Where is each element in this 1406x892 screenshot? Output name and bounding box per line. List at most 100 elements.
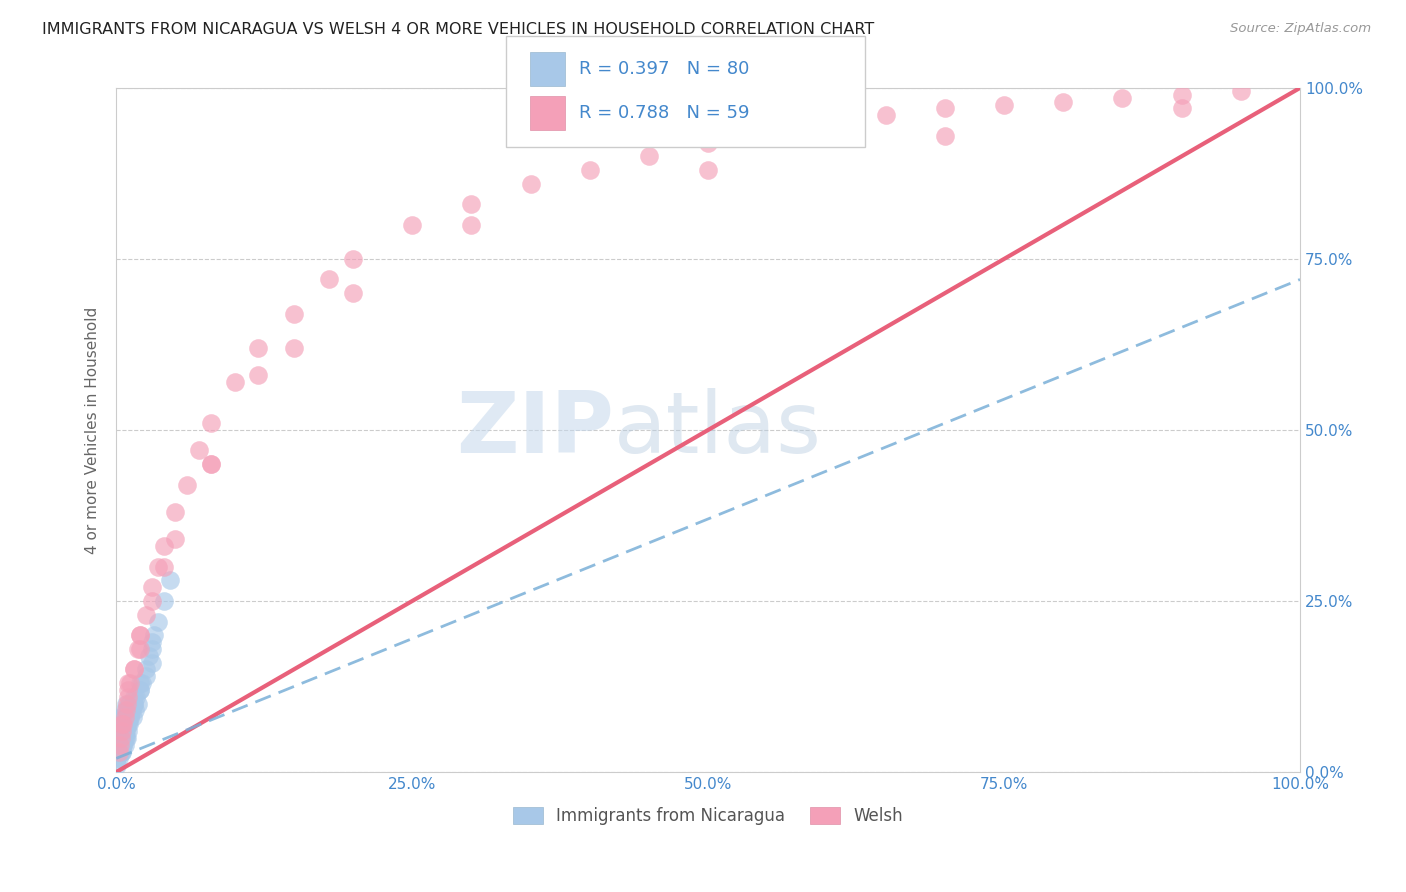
Point	[114, 703, 136, 717]
Point	[114, 724, 136, 739]
Point	[110, 738, 132, 752]
Point	[1170, 87, 1192, 102]
Point	[110, 731, 132, 745]
Point	[135, 669, 157, 683]
Point	[114, 717, 136, 731]
Point	[108, 738, 131, 752]
Point	[146, 615, 169, 629]
Point	[152, 539, 174, 553]
Point	[107, 731, 129, 745]
Point	[318, 272, 340, 286]
Point	[110, 745, 132, 759]
Point	[121, 710, 143, 724]
Point	[117, 724, 139, 739]
Point	[247, 341, 270, 355]
Point	[117, 676, 139, 690]
Text: ZIP: ZIP	[456, 389, 613, 472]
Point	[152, 559, 174, 574]
Point	[111, 738, 134, 752]
Point	[114, 738, 136, 752]
Point	[111, 724, 134, 739]
Point	[117, 717, 139, 731]
Point	[146, 559, 169, 574]
Point	[141, 635, 163, 649]
Point	[112, 738, 135, 752]
Point	[121, 703, 143, 717]
Point	[697, 163, 720, 178]
Point	[122, 662, 145, 676]
Point	[224, 375, 246, 389]
Point	[107, 724, 129, 739]
Point	[112, 710, 135, 724]
Point	[112, 717, 135, 731]
Point	[131, 676, 153, 690]
Point	[135, 662, 157, 676]
Point	[122, 697, 145, 711]
Point	[114, 724, 136, 739]
Point	[107, 745, 129, 759]
Point	[165, 505, 187, 519]
Point	[283, 341, 305, 355]
Point	[117, 710, 139, 724]
Point	[120, 710, 142, 724]
Point	[129, 682, 152, 697]
Point	[756, 128, 779, 143]
Point	[111, 738, 134, 752]
Point	[112, 731, 135, 745]
Point	[129, 641, 152, 656]
Point	[107, 751, 129, 765]
Point	[107, 745, 129, 759]
Text: IMMIGRANTS FROM NICARAGUA VS WELSH 4 OR MORE VEHICLES IN HOUSEHOLD CORRELATION C: IMMIGRANTS FROM NICARAGUA VS WELSH 4 OR …	[42, 22, 875, 37]
Point	[107, 758, 129, 772]
Point	[111, 717, 134, 731]
Point	[115, 717, 138, 731]
Text: Source: ZipAtlas.com: Source: ZipAtlas.com	[1230, 22, 1371, 36]
Point	[1170, 102, 1192, 116]
Point	[108, 745, 131, 759]
Point	[127, 641, 149, 656]
Point	[111, 717, 134, 731]
Point	[114, 697, 136, 711]
Point	[129, 628, 152, 642]
Point	[141, 656, 163, 670]
Point	[110, 710, 132, 724]
Point	[122, 690, 145, 704]
Point	[141, 641, 163, 656]
Point	[108, 738, 131, 752]
Point	[122, 662, 145, 676]
Text: R = 0.397   N = 80: R = 0.397 N = 80	[579, 60, 749, 78]
Point	[124, 703, 146, 717]
Point	[934, 128, 956, 143]
Point	[138, 648, 160, 663]
Point	[247, 368, 270, 383]
Point	[117, 690, 139, 704]
Point	[117, 682, 139, 697]
Point	[342, 286, 364, 301]
Point	[114, 717, 136, 731]
Point	[1052, 95, 1074, 109]
Point	[460, 197, 482, 211]
Point	[342, 252, 364, 266]
Point	[165, 533, 187, 547]
Point	[188, 443, 211, 458]
Point	[1230, 84, 1253, 98]
Point	[141, 594, 163, 608]
Point	[401, 218, 423, 232]
Point	[110, 731, 132, 745]
Point	[117, 703, 139, 717]
Point	[176, 477, 198, 491]
Point	[112, 724, 135, 739]
Point	[108, 717, 131, 731]
Point	[283, 307, 305, 321]
Point	[141, 580, 163, 594]
Point	[143, 628, 166, 642]
Point	[121, 697, 143, 711]
Point	[112, 731, 135, 745]
Point	[112, 738, 135, 752]
Point	[117, 703, 139, 717]
Point	[135, 607, 157, 622]
Point	[107, 745, 129, 759]
Point	[200, 416, 222, 430]
Point	[107, 751, 129, 765]
Point	[108, 745, 131, 759]
